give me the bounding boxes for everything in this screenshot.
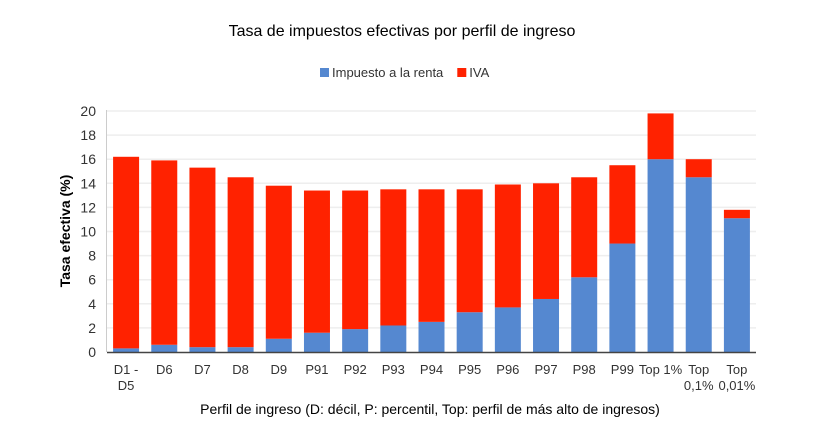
bar-segment <box>456 189 483 313</box>
x-tick-label: P98 <box>573 362 596 377</box>
bar-segment <box>418 321 445 352</box>
y-axis-ticks: 0 2 4 6 8 10 12 14 16 18 20 <box>80 103 96 360</box>
legend-label: Impuesto a la renta <box>332 65 444 80</box>
x-tick-label: Top 1% <box>639 362 683 377</box>
bar-segment <box>227 347 254 352</box>
y-tick-label: 14 <box>80 175 96 191</box>
bar-segment <box>609 165 636 244</box>
x-tick-label: Top <box>688 362 709 377</box>
x-tick-label: P97 <box>534 362 557 377</box>
x-axis-ticks: D1 -D5 D6 D7 D8 D9 P91 P92 P93 P94 P95 P96 P97 P98 P9… <box>114 362 756 393</box>
bar-segment <box>647 159 674 352</box>
bar-segment <box>418 189 445 322</box>
y-tick-label: 4 <box>88 296 96 312</box>
x-tick-label: 0,1% <box>684 378 714 393</box>
x-tick-label: 0,01% <box>718 378 755 393</box>
bar-segment <box>265 185 292 339</box>
legend-swatch <box>320 68 329 77</box>
bar-segment <box>151 160 178 345</box>
bar-segment <box>342 329 369 352</box>
x-tick-label: Top <box>726 362 747 377</box>
y-tick-label: 10 <box>80 224 96 240</box>
bar-segment <box>380 325 407 352</box>
y-tick-label: 0 <box>88 344 96 360</box>
bar-segment <box>113 348 140 352</box>
bar-segment <box>189 167 216 348</box>
bar-segment <box>151 344 178 352</box>
y-tick-label: 18 <box>80 127 96 143</box>
legend: Impuesto a la renta IVA <box>320 65 490 80</box>
bar-segment <box>494 184 521 308</box>
bar-segment <box>380 189 407 326</box>
y-tick-label: 8 <box>88 248 96 264</box>
bar-segment <box>342 190 369 330</box>
x-tick-label: P91 <box>305 362 328 377</box>
bar-segment <box>494 307 521 352</box>
bar-segment <box>303 190 330 333</box>
y-tick-label: 12 <box>80 199 96 215</box>
y-tick-label: 2 <box>88 320 96 336</box>
chart-title: Tasa de impuestos efectivas por perfil d… <box>229 23 576 40</box>
x-tick-label: P94 <box>420 362 443 377</box>
x-axis-label: Perfil de ingreso (D: décil, P: percenti… <box>200 401 660 417</box>
x-tick-label: D9 <box>270 362 287 377</box>
bar-segment <box>571 277 598 352</box>
bar-segment <box>265 338 292 352</box>
bar-segment <box>303 332 330 352</box>
bar-segment <box>533 298 560 352</box>
y-tick-label: 20 <box>80 103 96 119</box>
bar-segment <box>609 243 636 352</box>
bar-segment <box>723 218 750 352</box>
x-tick-label: P92 <box>344 362 367 377</box>
y-tick-label: 16 <box>80 151 96 167</box>
bar-segment <box>189 347 216 352</box>
x-tick-label: D8 <box>232 362 249 377</box>
y-tick-label: 6 <box>88 272 96 288</box>
x-tick-label: P99 <box>611 362 634 377</box>
x-tick-label: P96 <box>496 362 519 377</box>
x-tick-label: D1 - <box>114 362 139 377</box>
legend-label: IVA <box>469 65 489 80</box>
bar-segment <box>533 183 560 299</box>
bars <box>113 113 750 352</box>
bar-segment <box>685 177 712 352</box>
bar-segment <box>227 177 254 348</box>
x-tick-label: P93 <box>382 362 405 377</box>
bar-segment <box>456 312 483 352</box>
y-axis-label: Tasa efectiva (%) <box>57 175 73 288</box>
x-tick-label: P95 <box>458 362 481 377</box>
legend-swatch <box>457 68 467 77</box>
x-tick-label: D6 <box>156 362 173 377</box>
x-tick-label: D7 <box>194 362 211 377</box>
x-tick-label: D5 <box>118 378 135 393</box>
bar-segment <box>647 113 674 160</box>
bar-segment <box>685 159 712 178</box>
bar-segment <box>113 156 140 349</box>
bar-segment <box>571 177 598 278</box>
bar-segment <box>723 209 750 219</box>
